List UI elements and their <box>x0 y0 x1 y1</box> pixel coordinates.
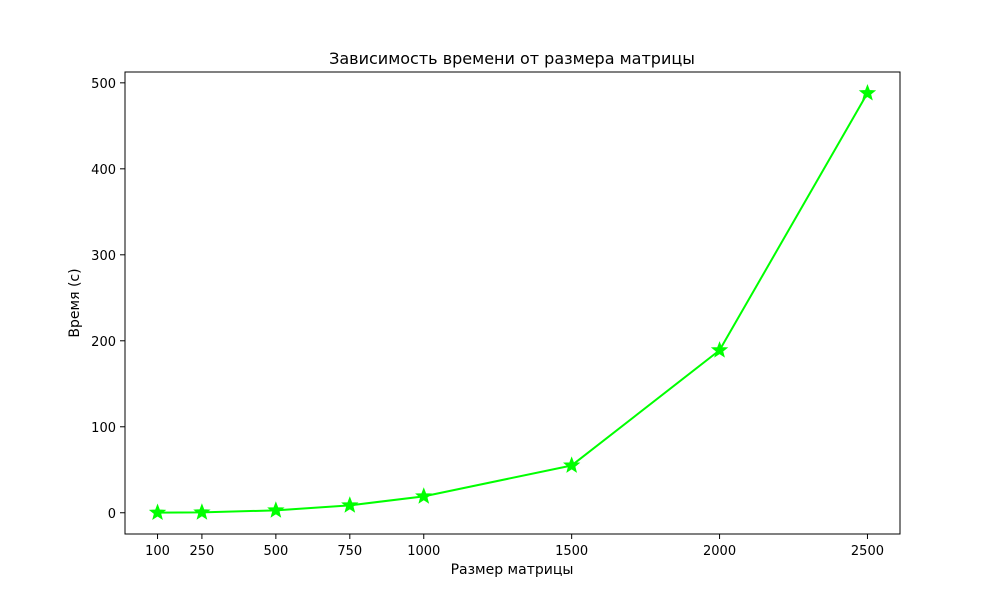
x-tick-label: 2000 <box>703 544 736 559</box>
y-tick-label: 200 <box>91 335 116 350</box>
y-axis-label: Время (с) <box>67 268 83 337</box>
y-tick-label: 100 <box>91 421 116 436</box>
data-point-star <box>415 487 433 504</box>
data-point-star <box>858 84 877 101</box>
y-tick-label: 500 <box>91 77 116 92</box>
x-tick-label: 100 <box>145 544 170 559</box>
x-axis-label: Размер матрицы <box>451 562 574 578</box>
y-tick-label: 0 <box>108 507 116 522</box>
x-tick-label: 750 <box>337 544 362 559</box>
x-tick-label: 1000 <box>407 544 440 559</box>
y-axis-ticks: 0 100 200 300 400 500 <box>91 77 125 522</box>
x-tick-label: 250 <box>189 544 214 559</box>
series-line <box>157 92 869 514</box>
x-axis-ticks: 100 250 500 750 1000 1500 2000 2500 <box>145 534 884 559</box>
data-point-star <box>341 496 359 513</box>
x-tick-label: 2500 <box>851 544 884 559</box>
chart-title: Зависимость времени от размера матрицы <box>329 49 695 68</box>
data-point-star <box>193 503 211 520</box>
data-point-star <box>562 456 581 473</box>
x-tick-label: 500 <box>263 544 288 559</box>
data-point-star <box>148 503 167 521</box>
plot-area <box>148 84 877 521</box>
x-tick-label: 1500 <box>555 544 588 559</box>
data-point-star <box>710 341 729 358</box>
data-point-star <box>267 501 285 518</box>
y-tick-label: 400 <box>91 163 116 178</box>
y-tick-label: 300 <box>91 249 116 264</box>
plot-frame <box>124 71 901 535</box>
